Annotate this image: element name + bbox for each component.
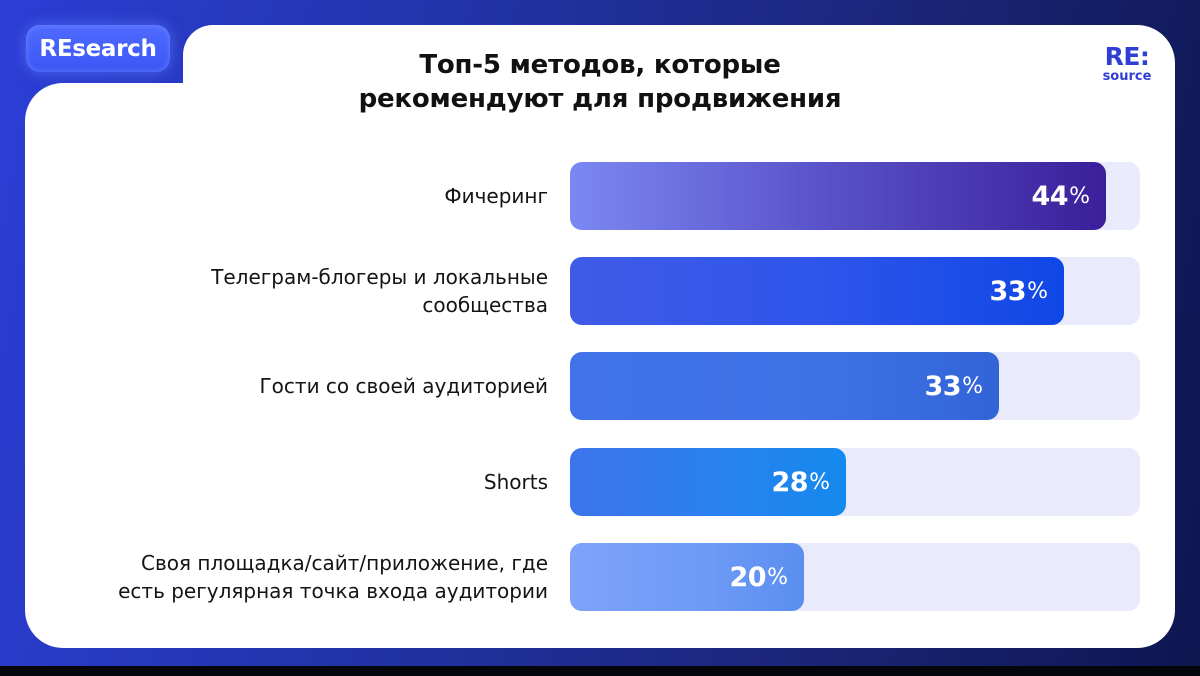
bottom-strip (0, 666, 1200, 676)
logo-main: RE: (1104, 42, 1150, 71)
bar-fill: 28% (570, 448, 846, 516)
bar-label: Телеграм-блогеры и локальные сообщества (211, 265, 548, 317)
bar-unit: % (809, 469, 830, 495)
bar-value: 28 (771, 466, 809, 498)
bar-row: Фичеринг 44% (60, 162, 1140, 230)
bar-label: Гости со своей аудиторией (259, 374, 548, 398)
bar-track: 28% (570, 448, 1140, 516)
research-badge: REsearch (26, 25, 170, 72)
bar-label: Своя площадка/сайт/приложение, где есть р… (118, 551, 548, 603)
bar-track: 33% (570, 257, 1140, 325)
bar-row: Shorts 28% (60, 448, 1140, 516)
title-line-1: Топ-5 методов, которые (419, 50, 781, 80)
bar-value: 20 (729, 561, 767, 593)
badge-label: REsearch (39, 35, 157, 62)
bar-unit: % (1069, 183, 1090, 209)
bar-track: 20% (570, 543, 1140, 611)
logo-sub: source (1102, 69, 1152, 84)
title-line-2: рекомендуют для продвижения (358, 84, 842, 114)
bar-fill: 33% (570, 352, 999, 420)
bar-fill: 20% (570, 543, 804, 611)
bar-fill: 44% (570, 162, 1106, 230)
bar-track: 44% (570, 162, 1140, 230)
bar-row: Гости со своей аудиторией 33% (60, 352, 1140, 420)
bar-track: 33% (570, 352, 1140, 420)
resource-logo: RE: source (1098, 44, 1156, 84)
bar-row: Своя площадка/сайт/приложение, где есть р… (60, 543, 1140, 611)
bar-label: Shorts (483, 470, 548, 494)
bar-fill: 33% (570, 257, 1064, 325)
chart-title: Топ-5 методов, которые рекомендуют для п… (300, 48, 900, 116)
bar-value: 33 (989, 275, 1027, 307)
bar-label: Фичеринг (444, 184, 548, 208)
bar-row: Телеграм-блогеры и локальные сообщества 3… (60, 257, 1140, 325)
bar-value: 33 (924, 370, 962, 402)
bar-unit: % (1027, 278, 1048, 304)
bar-unit: % (767, 564, 788, 590)
bar-unit: % (962, 373, 983, 399)
bar-value: 44 (1031, 180, 1069, 212)
